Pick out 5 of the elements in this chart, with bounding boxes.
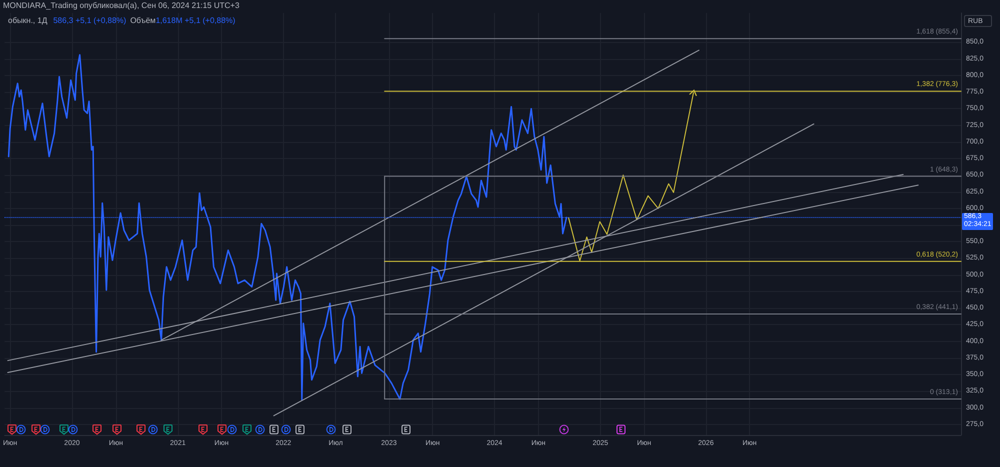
annotation: Объём [130,16,156,26]
chart-title: MONDIARA_Trading опубликовал(а), Сен 06, 2024 21:15 UTC+3 [3,1,240,11]
annotation: 586,3 +5,1 (+0,88%) [53,16,126,26]
annotation: 1,618M +5,1 (+0,88%) [156,16,236,26]
chart-subtitle: обыкн., 1Д [8,16,48,26]
